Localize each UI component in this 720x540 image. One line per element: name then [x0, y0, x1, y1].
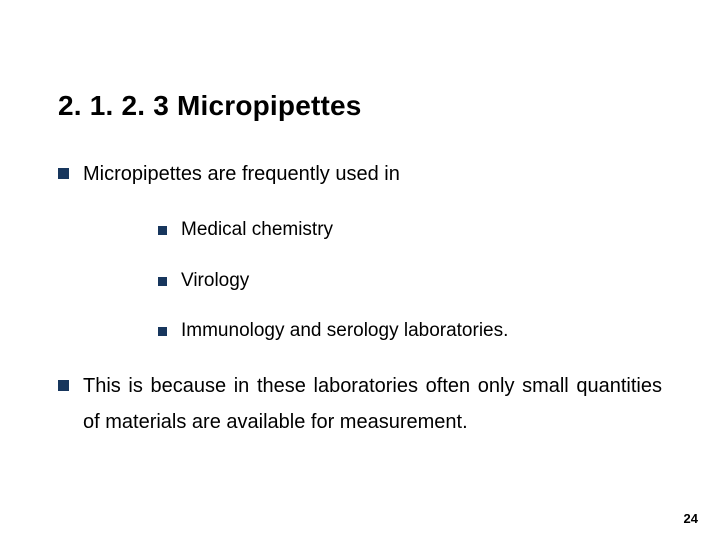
bullet-row-2: This is because in these laboratories of…	[58, 368, 662, 440]
square-bullet-icon	[158, 226, 167, 235]
page-number: 24	[684, 511, 698, 526]
slide: 2. 1. 2. 3 Micropipettes Micropipettes a…	[0, 0, 720, 540]
square-bullet-icon	[158, 277, 167, 286]
bullet-2-text: This is because in these laboratories of…	[83, 368, 662, 440]
sub-bullet-row-2: Virology	[158, 267, 662, 296]
bullet-1-text: Micropipettes are frequently used in	[83, 156, 662, 192]
bullet-row-1: Micropipettes are frequently used in	[58, 156, 662, 192]
slide-title: 2. 1. 2. 3 Micropipettes	[58, 90, 662, 122]
square-bullet-icon	[58, 168, 69, 179]
sub-bullet-3-text: Immunology and serology laboratories.	[181, 317, 662, 346]
sub-bullet-1-text: Medical chemistry	[181, 216, 662, 245]
sub-bullet-row-1: Medical chemistry	[158, 216, 662, 245]
square-bullet-icon	[58, 380, 69, 391]
sub-bullet-list: Medical chemistry Virology Immunology an…	[158, 216, 662, 346]
sub-bullet-2-text: Virology	[181, 267, 662, 296]
sub-bullet-row-3: Immunology and serology laboratories.	[158, 317, 662, 346]
square-bullet-icon	[158, 327, 167, 336]
